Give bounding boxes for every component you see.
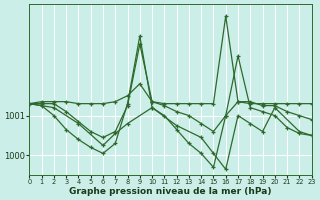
X-axis label: Graphe pression niveau de la mer (hPa): Graphe pression niveau de la mer (hPa) bbox=[69, 187, 272, 196]
